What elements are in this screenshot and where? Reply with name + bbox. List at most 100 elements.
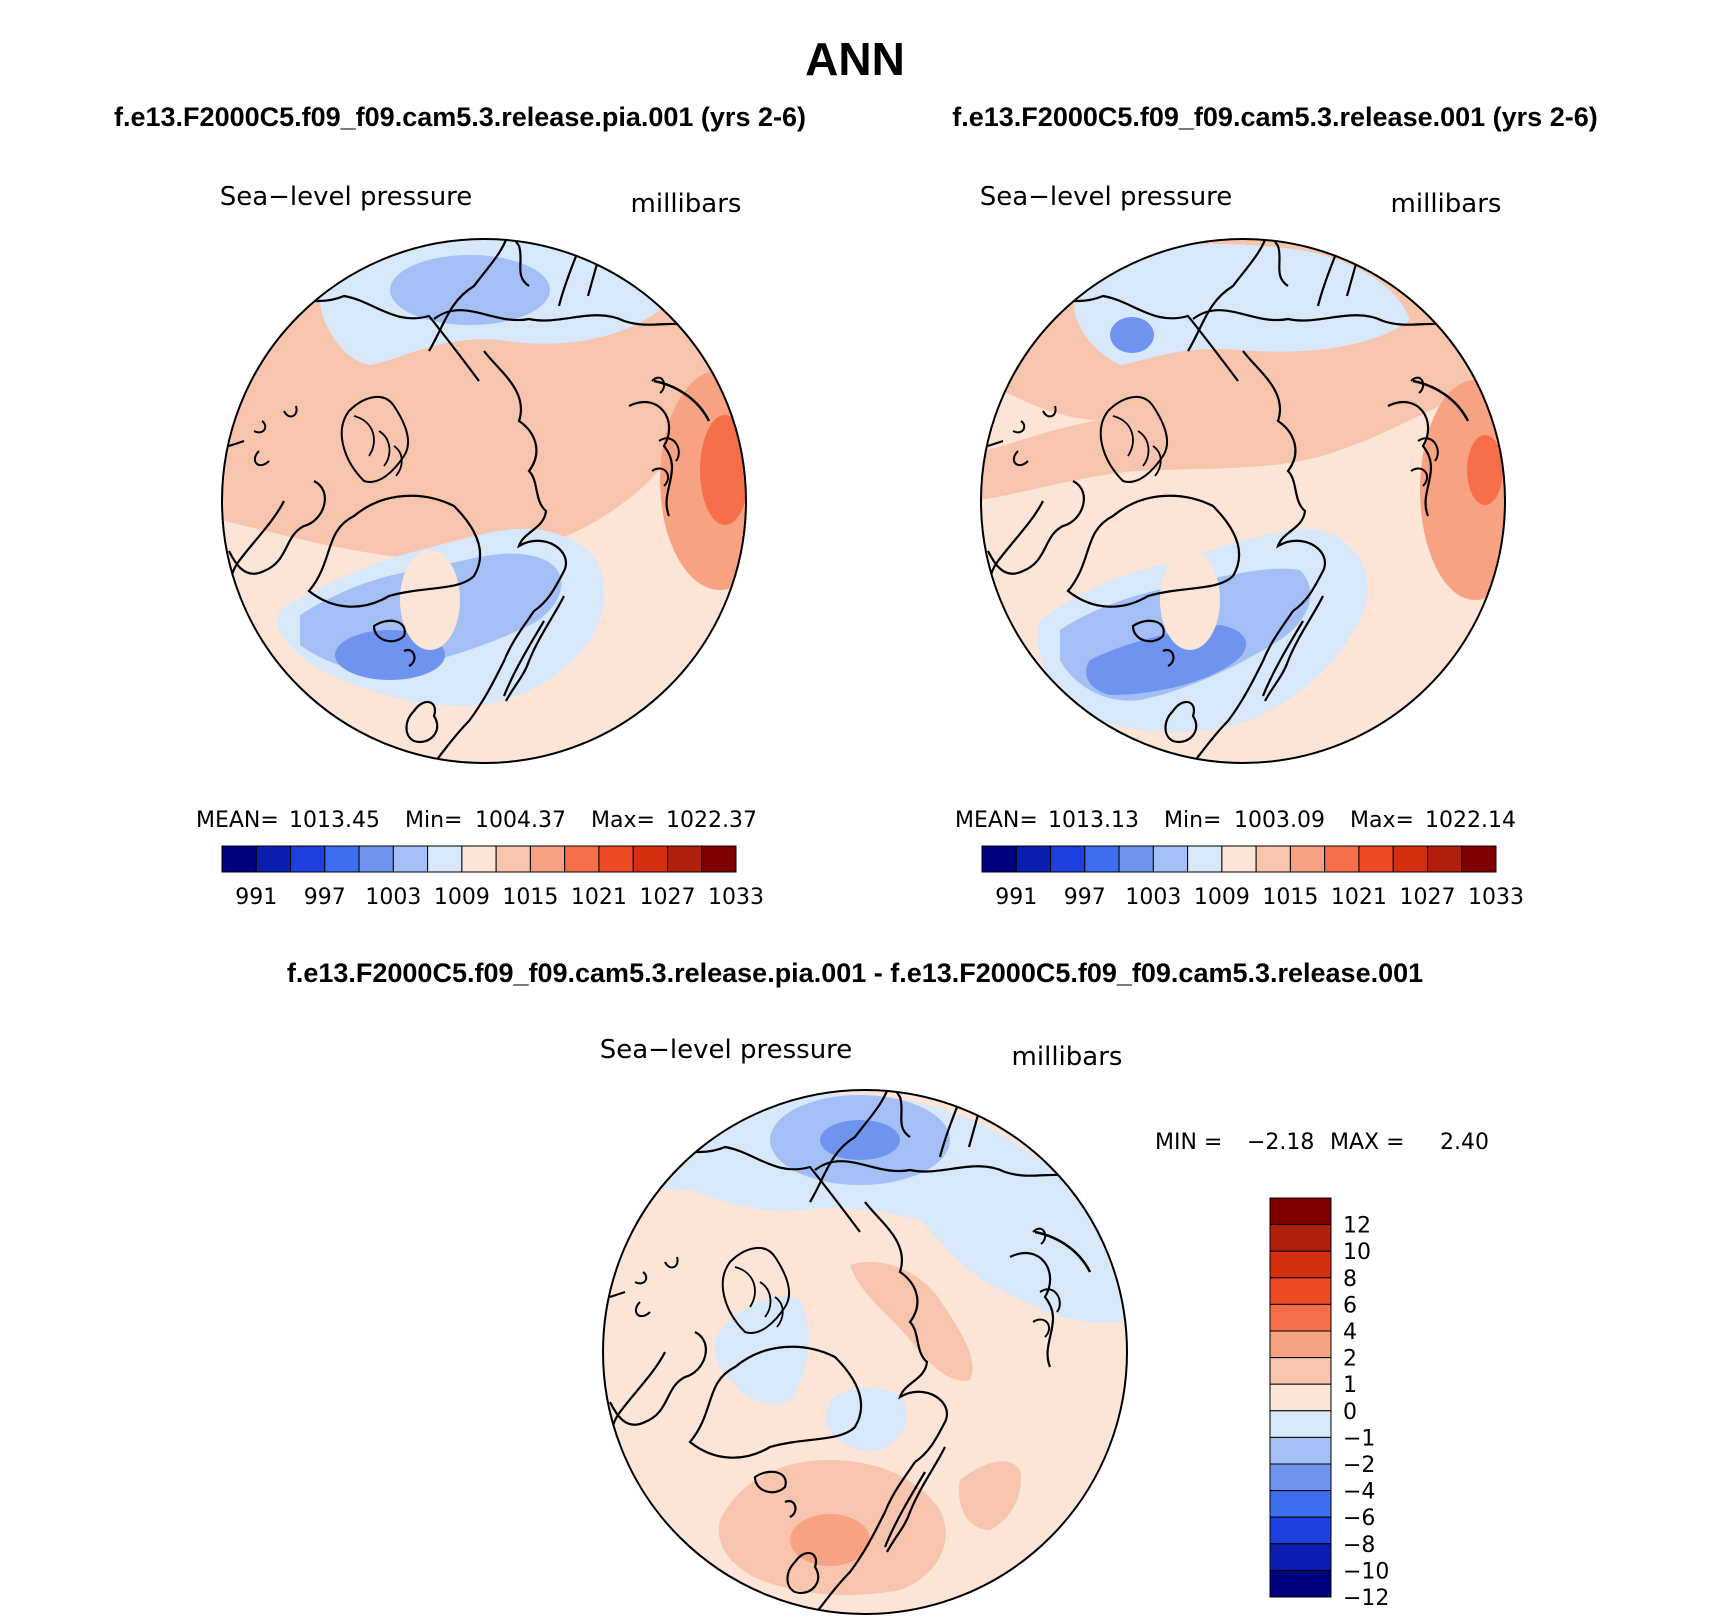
colorbar-box — [1118, 845, 1154, 873]
colorbar-tick-label: 10 — [1343, 1240, 1371, 1265]
colorbar-tick-label: 1015 — [1262, 885, 1318, 910]
panel-difference: Sea−level pressure millibars MIN = −2.18… — [600, 1035, 1489, 1615]
colorbar-box — [1461, 845, 1497, 873]
colorbar-tick-label: 0 — [1343, 1400, 1357, 1425]
colorbar-tick-label: 1003 — [365, 885, 421, 910]
variable-label-left: Sea−level pressure — [220, 182, 473, 212]
stats-right: MEAN= 1013.13 Min= 1003.09 Max= 1022.14 — [955, 808, 1516, 833]
max-value-right: 1022.14 — [1425, 808, 1516, 833]
colorbar-tick-label: −12 — [1343, 1586, 1389, 1611]
colorbar-box — [1269, 1410, 1332, 1438]
colorbar-left — [221, 845, 737, 873]
colorbar-box — [1426, 845, 1463, 873]
max-label-difference: MAX = — [1330, 1130, 1405, 1155]
colorbar-box — [255, 845, 292, 873]
colorbar-tick-label: −2 — [1343, 1453, 1375, 1478]
colorbar-tick-label: 1027 — [1399, 885, 1455, 910]
colorbar-box — [358, 845, 394, 873]
min-label-right: Min= — [1164, 808, 1221, 833]
colorbar-box — [324, 845, 360, 873]
colorbar-box — [1269, 1463, 1332, 1492]
min-value-right: 1003.09 — [1234, 808, 1325, 833]
colorbar-box — [1255, 845, 1291, 873]
max-value-difference: 2.40 — [1440, 1130, 1489, 1155]
colorbar-tick-label: 1009 — [434, 885, 490, 910]
slp-map-difference — [603, 1090, 1127, 1614]
colorbar-box — [1269, 1303, 1332, 1332]
colorbar-box — [701, 845, 737, 873]
colorbar-tick-label: 1021 — [571, 885, 627, 910]
colorbar-box — [1269, 1543, 1332, 1571]
colorbar-box — [495, 845, 531, 873]
colorbar-tick-label: 991 — [995, 885, 1037, 910]
colorbar-box — [1084, 845, 1120, 873]
colorbar-tick-label: 6 — [1343, 1293, 1357, 1318]
colorbar-tick-label: 1 — [1343, 1373, 1357, 1398]
colorbar-box — [1269, 1569, 1332, 1598]
min-label-left: Min= — [405, 808, 462, 833]
colorbar-labels-left: 991 997 1003 1009 1015 1021 1027 1033 — [235, 885, 764, 910]
colorbar-box — [1269, 1516, 1332, 1545]
slp-map-left — [222, 239, 746, 763]
colorbar-box — [564, 845, 600, 873]
colorbar-box — [1221, 845, 1257, 873]
colorbar-box — [1187, 845, 1223, 873]
colorbar-tick-label: −6 — [1343, 1506, 1375, 1531]
colorbar-tick-label: 2 — [1343, 1347, 1357, 1372]
stats-difference: MIN = −2.18 MAX = 2.40 — [1155, 1130, 1489, 1155]
slp-map-right — [981, 239, 1505, 763]
units-label-left: millibars — [631, 189, 742, 219]
variable-label-right: Sea−level pressure — [980, 182, 1233, 212]
colorbar-tick-label: 1033 — [708, 885, 764, 910]
colorbar-box — [461, 845, 497, 873]
colorbar-tick-label: −4 — [1343, 1480, 1375, 1505]
colorbar-box — [290, 845, 326, 873]
colorbar-tick-label: 991 — [235, 885, 277, 910]
colorbar-tick-label: −1 — [1343, 1426, 1375, 1451]
colorbar-tick-label: 997 — [1064, 885, 1106, 910]
colorbar-tick-label: 4 — [1343, 1320, 1357, 1345]
mean-label-right: MEAN= — [955, 808, 1038, 833]
max-label-right: Max= — [1350, 808, 1414, 833]
panel-right: Sea−level pressure millibars MEAN= 1013.… — [955, 182, 1524, 910]
units-label-right: millibars — [1391, 189, 1502, 219]
colorbar-box — [392, 845, 429, 873]
stats-left: MEAN= 1013.45 Min= 1004.37 Max= 1022.37 — [196, 808, 757, 833]
mean-label-left: MEAN= — [196, 808, 279, 833]
colorbar-right — [981, 845, 1497, 873]
colorbar-box — [1269, 1436, 1332, 1465]
colorbar-box — [529, 845, 566, 873]
colorbar-box — [1289, 845, 1326, 873]
colorbar-tick-label: 997 — [304, 885, 346, 910]
min-label-difference: MIN = — [1155, 1130, 1222, 1155]
colorbar-box — [1358, 845, 1394, 873]
colorbar-box — [1324, 845, 1360, 873]
colorbar-tick-label: −8 — [1343, 1533, 1375, 1558]
colorbar-box — [981, 845, 1017, 873]
colorbar-tick-label: 1021 — [1331, 885, 1387, 910]
main-title: ANN — [805, 33, 905, 85]
colorbar-box — [1269, 1357, 1332, 1385]
panel-title-right: f.e13.F2000C5.f09_f09.cam5.3.release.001… — [952, 102, 1598, 132]
colorbar-box — [1050, 845, 1086, 873]
panel-left: Sea−level pressure millibars MEAN= 1013.… — [196, 182, 764, 910]
max-label-left: Max= — [591, 808, 655, 833]
colorbar-tick-label: 1033 — [1468, 885, 1524, 910]
colorbar-box — [1269, 1277, 1332, 1305]
colorbar-box — [221, 845, 257, 873]
colorbar-box — [1152, 845, 1189, 873]
colorbar-tick-label: 1027 — [639, 885, 695, 910]
colorbar-tick-label: 1015 — [502, 885, 558, 910]
colorbar-box — [666, 845, 703, 873]
variable-label-difference: Sea−level pressure — [600, 1035, 853, 1065]
colorbar-box — [427, 845, 463, 873]
colorbar-box — [1392, 845, 1428, 873]
colorbar-box — [632, 845, 668, 873]
mean-value-right: 1013.13 — [1048, 808, 1139, 833]
panel-title-left: f.e13.F2000C5.f09_f09.cam5.3.release.pia… — [114, 102, 806, 132]
min-value-difference: −2.18 — [1247, 1130, 1314, 1155]
colorbar-tick-label: −10 — [1343, 1559, 1389, 1584]
colorbar-box — [1269, 1330, 1332, 1359]
